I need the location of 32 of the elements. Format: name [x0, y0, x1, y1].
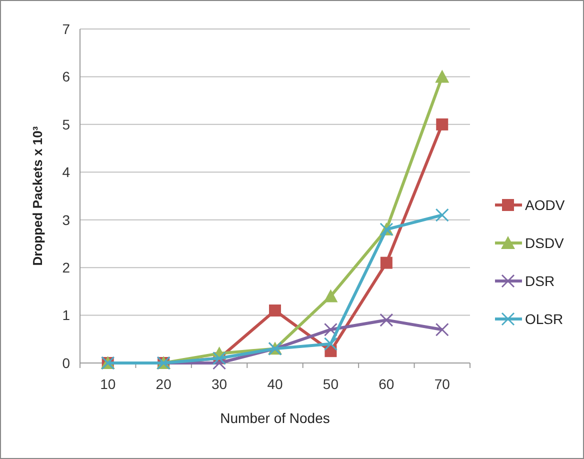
- x-tick-label: 60: [378, 376, 394, 392]
- x-tick-label: 40: [267, 376, 283, 392]
- point: [324, 289, 338, 302]
- point: [435, 70, 450, 83]
- y-tick-label: 1: [62, 307, 70, 324]
- y-tick-label: 0: [62, 354, 70, 371]
- x-axis-title: Number of Nodes: [220, 410, 330, 426]
- x-tick-label: 20: [156, 376, 172, 392]
- legend-label: AODV: [525, 196, 566, 213]
- point: [380, 313, 394, 327]
- legend-label: DSDV: [525, 234, 565, 251]
- legend-label: DSR: [525, 272, 555, 289]
- point: [435, 208, 449, 222]
- point: [380, 256, 392, 269]
- y-tick-label: 5: [62, 116, 70, 132]
- x-tick-label: 70: [434, 376, 450, 392]
- point: [269, 304, 281, 317]
- x-tick-label: 10: [100, 376, 116, 392]
- point: [324, 322, 338, 336]
- legend-label: OLSR: [525, 310, 564, 327]
- y-axis-title: Dropped Packets x 10³: [30, 126, 45, 266]
- y-tick-label: 6: [62, 68, 70, 85]
- y-tick-label: 3: [62, 212, 70, 228]
- point: [435, 322, 449, 336]
- point: [324, 337, 338, 351]
- y-tick-label: 4: [62, 164, 70, 180]
- point: [212, 356, 226, 370]
- point: [436, 118, 448, 130]
- y-tick-label: 2: [62, 259, 70, 276]
- x-tick-label: 50: [322, 376, 339, 392]
- y-tick-label: 7: [62, 20, 70, 37]
- x-tick-label: 30: [211, 376, 228, 392]
